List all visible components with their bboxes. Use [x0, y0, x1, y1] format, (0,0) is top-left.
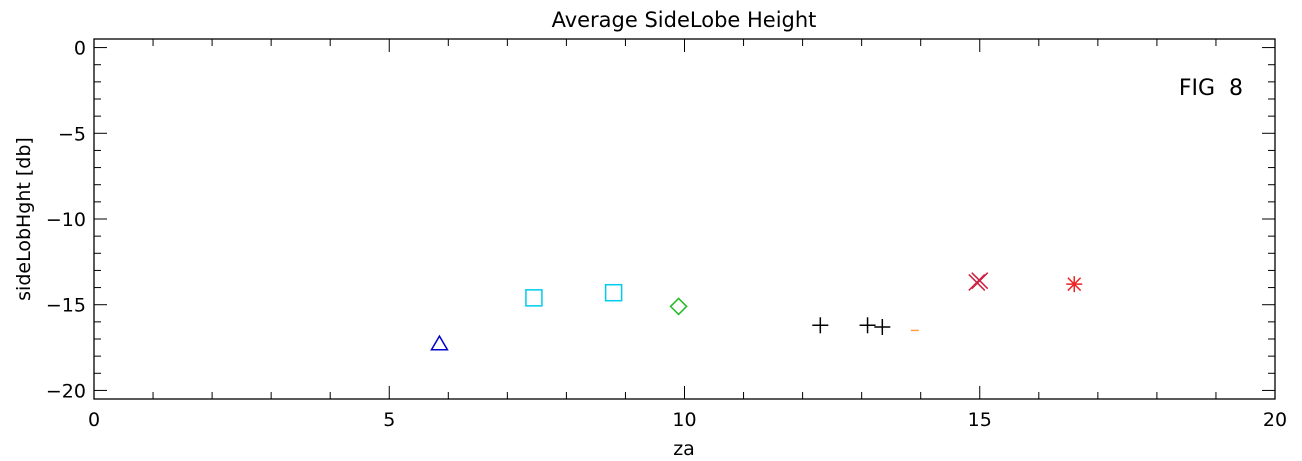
data-point-plus [874, 319, 891, 335]
x-tick-label: 10 [672, 409, 696, 431]
y-tick-label: −5 [58, 123, 86, 145]
data-markers [430, 272, 1083, 351]
x-tick-label: 20 [1263, 409, 1287, 431]
x-tick-label: 5 [383, 409, 395, 431]
data-point-x [971, 272, 989, 290]
x-tick-label: 0 [88, 409, 100, 431]
x-tick-label: 15 [968, 409, 992, 431]
data-point-diamond [669, 297, 688, 316]
tick-labels: 0 5 10 15 20 0 −5 −10 −15 −20 [46, 38, 1287, 431]
data-point-square [525, 289, 543, 307]
y-tick-label: −10 [46, 209, 86, 231]
x-axis-label: za [673, 438, 695, 460]
data-point-triangle [430, 334, 449, 351]
axis-ticks [93, 39, 1276, 399]
y-tick-label: −15 [46, 295, 86, 317]
data-point-x [968, 273, 986, 291]
data-point-plus [859, 317, 876, 334]
y-tick-label: −20 [46, 380, 86, 402]
data-point-square [604, 283, 623, 302]
data-point-asterisk [1066, 276, 1083, 293]
chart-title: Average SideLobe Height [552, 8, 817, 32]
y-axis-label: sideLobHght [db] [13, 137, 35, 301]
data-point-plus [812, 317, 829, 334]
plot-frame [93, 38, 1276, 400]
figure-annotation: FIG 8 [1179, 76, 1243, 101]
y-tick-label: 0 [74, 38, 86, 60]
